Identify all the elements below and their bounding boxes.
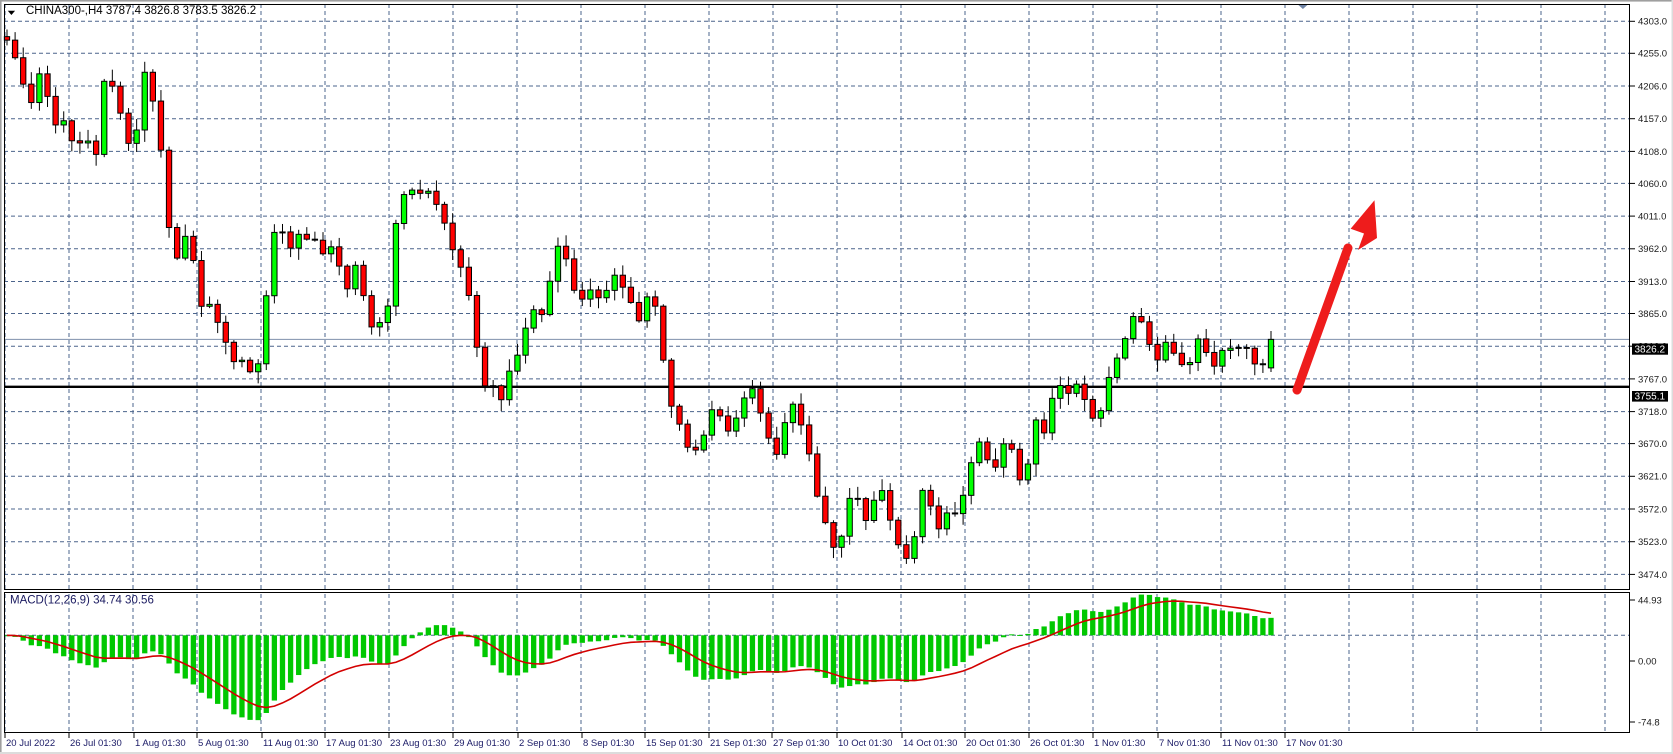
svg-text:20 Jul 2022: 20 Jul 2022 bbox=[6, 738, 55, 749]
svg-text:4060.0: 4060.0 bbox=[1638, 179, 1667, 190]
svg-text:3767.0: 3767.0 bbox=[1638, 374, 1667, 385]
svg-text:3755.1: 3755.1 bbox=[1635, 392, 1666, 403]
svg-text:26 Jul 01:30: 26 Jul 01:30 bbox=[70, 738, 122, 749]
svg-text:3826.2: 3826.2 bbox=[1635, 344, 1666, 355]
svg-text:4303.0: 4303.0 bbox=[1638, 17, 1667, 28]
svg-text:44.93: 44.93 bbox=[1638, 595, 1662, 606]
svg-text:29 Aug 01:30: 29 Aug 01:30 bbox=[454, 738, 510, 749]
svg-text:11 Nov 01:30: 11 Nov 01:30 bbox=[1222, 738, 1278, 749]
svg-text:20 Oct 01:30: 20 Oct 01:30 bbox=[966, 738, 1020, 749]
svg-text:5 Aug 01:30: 5 Aug 01:30 bbox=[198, 738, 249, 749]
svg-text:3913.0: 3913.0 bbox=[1638, 277, 1667, 288]
svg-text:1 Nov 01:30: 1 Nov 01:30 bbox=[1094, 738, 1145, 749]
svg-text:3865.0: 3865.0 bbox=[1638, 309, 1667, 320]
svg-text:2 Sep 01:30: 2 Sep 01:30 bbox=[519, 738, 570, 749]
svg-text:7 Nov 01:30: 7 Nov 01:30 bbox=[1159, 738, 1210, 749]
svg-text:21 Sep 01:30: 21 Sep 01:30 bbox=[710, 738, 767, 749]
svg-text:-74.8: -74.8 bbox=[1638, 717, 1660, 728]
svg-text:23 Aug 01:30: 23 Aug 01:30 bbox=[390, 738, 446, 749]
svg-text:CHINA300-,H4 3787.4 3826.8 3: CHINA300-,H4 3787.4 3826.8 3783.5 3826.2 bbox=[26, 5, 256, 17]
svg-text:3718.0: 3718.0 bbox=[1638, 407, 1667, 418]
svg-text:14 Oct 01:30: 14 Oct 01:30 bbox=[903, 738, 957, 749]
svg-text:4206.0: 4206.0 bbox=[1638, 81, 1667, 92]
svg-text:MACD(12,26,9) 34.74 30.56: MACD(12,26,9) 34.74 30.56 bbox=[10, 595, 154, 607]
svg-text:17 Nov 01:30: 17 Nov 01:30 bbox=[1286, 738, 1343, 749]
svg-text:3572.0: 3572.0 bbox=[1638, 504, 1667, 515]
svg-text:4255.0: 4255.0 bbox=[1638, 49, 1667, 60]
svg-text:4108.0: 4108.0 bbox=[1638, 147, 1667, 158]
svg-text:10 Oct 01:30: 10 Oct 01:30 bbox=[838, 738, 892, 749]
svg-text:4011.0: 4011.0 bbox=[1638, 212, 1666, 223]
svg-text:8 Sep 01:30: 8 Sep 01:30 bbox=[583, 738, 634, 749]
svg-text:1 Aug 01:30: 1 Aug 01:30 bbox=[135, 738, 186, 749]
svg-text:3474.0: 3474.0 bbox=[1638, 570, 1667, 581]
svg-text:15 Sep 01:30: 15 Sep 01:30 bbox=[646, 738, 703, 749]
svg-text:3523.0: 3523.0 bbox=[1638, 537, 1667, 548]
svg-text:27 Sep 01:30: 27 Sep 01:30 bbox=[773, 738, 830, 749]
svg-text:0.00: 0.00 bbox=[1638, 656, 1657, 667]
svg-text:3670.0: 3670.0 bbox=[1638, 439, 1667, 450]
svg-text:3962.0: 3962.0 bbox=[1638, 244, 1667, 255]
svg-text:11 Aug 01:30: 11 Aug 01:30 bbox=[263, 738, 318, 749]
svg-text:3621.0: 3621.0 bbox=[1638, 472, 1667, 483]
svg-text:4157.0: 4157.0 bbox=[1638, 114, 1667, 125]
svg-text:17 Aug 01:30: 17 Aug 01:30 bbox=[326, 738, 382, 749]
svg-text:26 Oct 01:30: 26 Oct 01:30 bbox=[1030, 738, 1084, 749]
